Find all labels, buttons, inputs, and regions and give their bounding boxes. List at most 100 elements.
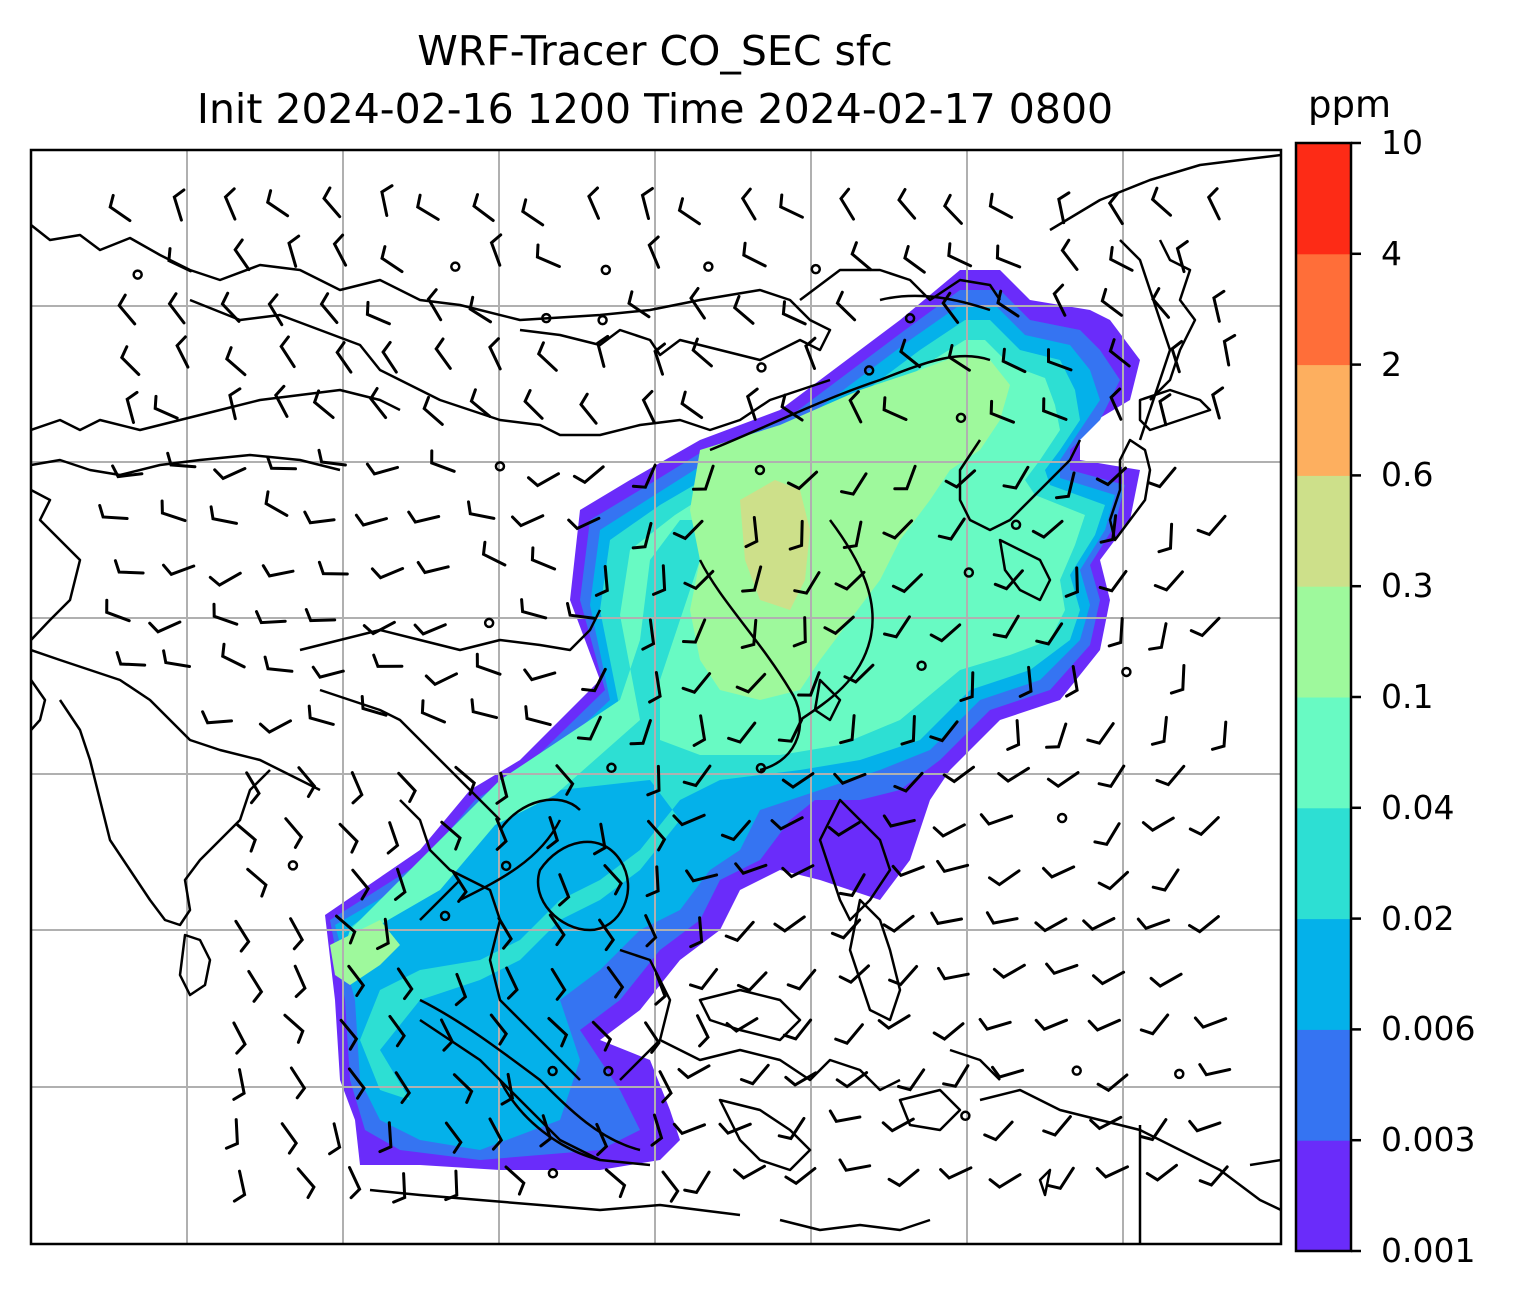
wind-barb [897, 188, 917, 220]
tracer-concentration-field [325, 270, 1140, 1170]
wind-barb [646, 764, 661, 797]
wind-barb [720, 819, 751, 842]
wind-barb [1107, 617, 1124, 648]
wind-barb [289, 917, 305, 951]
wind-barb [245, 771, 261, 805]
wind-barb [536, 341, 558, 372]
wind-barb [468, 295, 492, 324]
wind-barb [888, 965, 919, 987]
calm-wind-marker [547, 1065, 558, 1077]
wind-barb [842, 520, 863, 549]
wind-barb [1045, 722, 1068, 749]
wind-barb [289, 1066, 307, 1100]
wind-barb [339, 1018, 359, 1051]
wind-barb [413, 623, 447, 636]
calm-wind-marker [494, 461, 506, 472]
wind-barb [736, 971, 768, 992]
wind-barb [640, 187, 654, 220]
wind-barb [228, 387, 242, 421]
wind-barb [631, 463, 657, 489]
wind-barb [991, 1065, 1025, 1079]
wind-barb [677, 197, 701, 226]
wind-barb [988, 192, 1014, 219]
wind-barb [495, 817, 508, 851]
wind-barb [347, 1067, 366, 1100]
wind-barb [786, 968, 817, 991]
wind-barb [672, 1122, 706, 1136]
wind-barb [882, 519, 914, 540]
wind-barb [208, 571, 242, 587]
wind-barb [641, 618, 656, 651]
wind-barb [838, 1158, 872, 1172]
wind-barb [380, 245, 404, 274]
wind-barb [779, 193, 804, 219]
wind-barb [1222, 333, 1237, 367]
wind-barb [784, 1167, 817, 1186]
wind-barb [351, 868, 370, 901]
wind-barb [629, 719, 652, 746]
wind-barb [497, 916, 513, 950]
wind-barb [1158, 393, 1172, 427]
wind-barb [959, 671, 975, 702]
wind-barb [381, 340, 398, 374]
wind-barb [725, 1017, 759, 1033]
wind-barb [235, 822, 257, 853]
wind-barb [932, 1022, 965, 1041]
wind-barb [488, 337, 502, 371]
wind-barb [941, 291, 960, 324]
wind-barb [839, 187, 855, 221]
wind-barb [332, 233, 348, 267]
wind-barb [936, 859, 970, 874]
wind-barb [654, 972, 667, 1006]
wind-barb [1206, 187, 1221, 221]
wind-barb [1148, 622, 1168, 651]
wind-barb [386, 821, 400, 855]
wind-barb [781, 772, 815, 789]
wind-barb [947, 344, 971, 372]
wind-barb [1211, 386, 1225, 420]
wind-barb [745, 387, 759, 421]
wind-barb [1018, 665, 1033, 698]
wind-barb [1093, 822, 1121, 846]
colorbar-tick-label: 0.04 [1381, 787, 1455, 827]
wind-barb [793, 571, 821, 595]
wind-barb [777, 718, 804, 743]
wind-barb [1198, 1063, 1232, 1077]
wind-barb [1146, 466, 1177, 489]
calm-wind-marker [606, 762, 617, 774]
wind-barb [1065, 665, 1079, 698]
wind-barb [682, 764, 712, 788]
wind-barb [942, 1064, 970, 1088]
wind-barb [604, 1168, 627, 1199]
wind-barb [489, 1013, 509, 1046]
wind-barb [167, 247, 193, 273]
wind-barb [689, 916, 704, 949]
wind-barb [823, 615, 855, 636]
wind-barb [1095, 466, 1127, 487]
wind-barb [1064, 566, 1079, 598]
calm-wind-marker [1071, 1065, 1082, 1076]
wind-barb [838, 873, 866, 898]
wind-barb [1107, 192, 1124, 226]
wind-barb [833, 772, 867, 785]
wind-barb [992, 963, 1026, 980]
wind-barb [223, 187, 237, 221]
calm-wind-marker [600, 264, 612, 276]
colorbar-tick-label: 0.001 [1381, 1231, 1476, 1270]
wind-barb [566, 602, 596, 620]
wind-barb [1139, 1013, 1170, 1036]
wind-barb [838, 964, 870, 985]
wind-barb [593, 822, 607, 856]
wind-barb [683, 569, 715, 591]
wind-barb [685, 869, 719, 883]
wind-barb [354, 513, 388, 527]
wind-barb [160, 499, 187, 523]
wind-barb [1047, 348, 1073, 372]
wind-barb [835, 290, 857, 322]
wind-barb [1198, 1165, 1229, 1187]
wind-barb [993, 569, 1024, 591]
calm-wind-marker [439, 910, 451, 922]
colorbar-segment [1296, 807, 1351, 920]
wind-barb [727, 721, 757, 744]
wind-barb [1108, 338, 1131, 368]
